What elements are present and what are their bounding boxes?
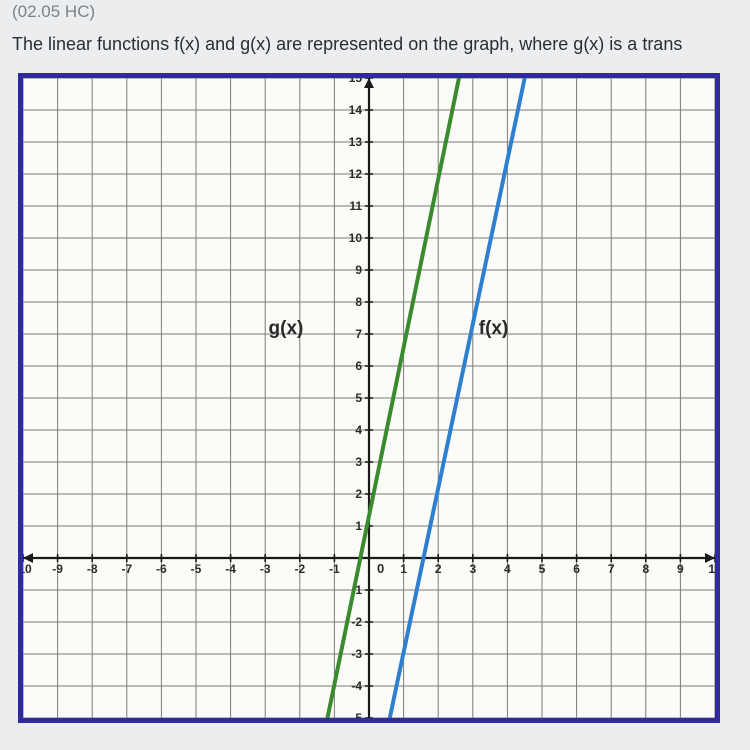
svg-text:7: 7 (608, 562, 615, 576)
svg-text:1: 1 (355, 519, 362, 533)
svg-text:12: 12 (349, 167, 363, 181)
svg-text:-1: -1 (329, 562, 340, 576)
svg-text:0: 0 (377, 561, 384, 576)
svg-text:9: 9 (677, 562, 684, 576)
svg-text:-6: -6 (156, 562, 167, 576)
svg-text:14: 14 (349, 103, 363, 117)
svg-text:-3: -3 (351, 647, 362, 661)
svg-text:3: 3 (355, 455, 362, 469)
svg-text:8: 8 (642, 562, 649, 576)
svg-text:13: 13 (349, 135, 363, 149)
graph-container: -10-9-8-7-6-5-4-3-2-1012345678910-5-4-3-… (8, 73, 750, 723)
svg-text:1: 1 (400, 562, 407, 576)
svg-text:-9: -9 (52, 562, 63, 576)
svg-text:-2: -2 (294, 562, 305, 576)
svg-text:11: 11 (349, 199, 362, 213)
svg-text:2: 2 (435, 562, 442, 576)
svg-text:-8: -8 (87, 562, 98, 576)
coordinate-graph: -10-9-8-7-6-5-4-3-2-1012345678910-5-4-3-… (18, 73, 720, 723)
svg-text:7: 7 (355, 327, 362, 341)
svg-text:5: 5 (539, 562, 546, 576)
svg-text:8: 8 (355, 295, 362, 309)
svg-text:3: 3 (469, 562, 476, 576)
question-text: The linear functions f(x) and g(x) are r… (8, 30, 750, 73)
svg-text:6: 6 (355, 359, 362, 373)
svg-text:10: 10 (349, 231, 363, 245)
svg-text:6: 6 (573, 562, 580, 576)
svg-text:5: 5 (355, 391, 362, 405)
svg-text:-7: -7 (121, 562, 132, 576)
svg-text:-4: -4 (351, 679, 362, 693)
svg-text:-3: -3 (260, 562, 271, 576)
svg-text:4: 4 (355, 423, 362, 437)
svg-text:g(x): g(x) (269, 318, 304, 339)
svg-text:9: 9 (355, 263, 362, 277)
question-code: (02.05 HC) (8, 0, 750, 30)
svg-text:-2: -2 (351, 615, 362, 629)
svg-text:2: 2 (355, 487, 362, 501)
svg-text:f(x): f(x) (479, 318, 509, 339)
svg-text:-5: -5 (191, 562, 202, 576)
svg-text:4: 4 (504, 562, 511, 576)
svg-text:-4: -4 (225, 562, 236, 576)
